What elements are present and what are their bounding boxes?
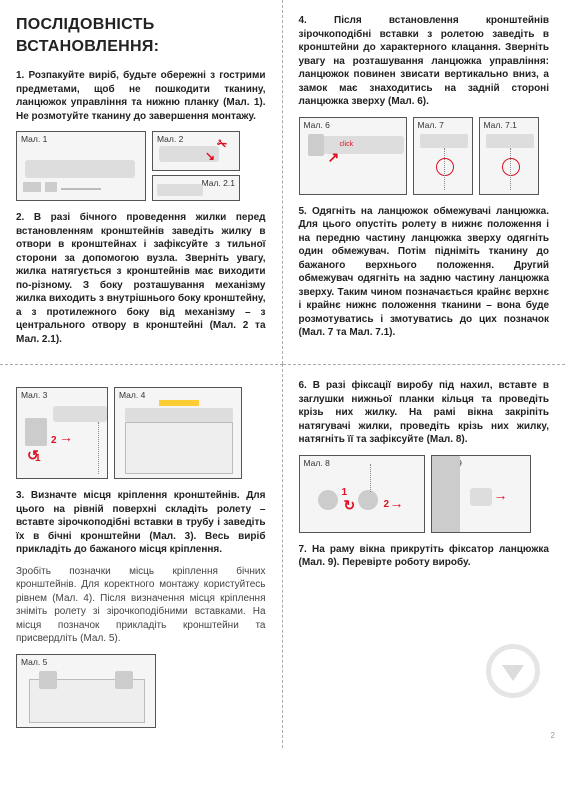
figures-row-6: Мал. 8 1 ↻ 2 → Мал. 9 → — [299, 455, 550, 533]
fig-label-71: Мал. 7.1 — [484, 120, 517, 131]
figure-2: Мал. 2 ✂ ↘ — [152, 131, 240, 171]
step-2-text: 2. В разі бічного проведення жилки перед… — [16, 211, 266, 346]
figures-row-5: Мал. 5 — [16, 654, 266, 728]
step-4-text: 4. Після встановлення кронштейнів зірочк… — [299, 14, 550, 109]
figure-6: Мал. 6 click ↗ — [299, 117, 407, 195]
step-1-text: 1. Розпакуйте виріб, будьте обережні з г… — [16, 69, 266, 123]
figures-row-4: Мал. 6 click ↗ Мал. 7 Мал. 7.1 — [299, 117, 550, 195]
page-title: ПОСЛІДОВНІСТЬ ВСТАНОВЛЕННЯ: — [16, 14, 266, 57]
fig-label-21: Мал. 2.1 — [202, 178, 235, 189]
cell-top-left: ПОСЛІДОВНІСТЬ ВСТАНОВЛЕННЯ: 1. Розпакуйт… — [0, 0, 283, 364]
fig-label-6: Мал. 6 — [304, 120, 330, 131]
figure-4: Мал. 4 — [114, 387, 242, 479]
click-label: click — [340, 140, 354, 149]
figure-9: Мал. 9 → — [431, 455, 531, 533]
instruction-page: ПОСЛІДОВНІСТЬ ВСТАНОВЛЕННЯ: 1. Розпакуйт… — [0, 0, 565, 748]
page-number: 2 — [551, 731, 555, 742]
step-7-text: 7. На раму вікна прикрутіть фіксатор лан… — [299, 543, 550, 570]
figure-3: Мал. 3 2 → 1 ↺ — [16, 387, 108, 479]
figure-1: Мал. 1 — [16, 131, 146, 201]
fig-label-7: Мал. 7 — [418, 120, 444, 131]
cell-top-right: 4. Після встановлення кронштейнів зірочк… — [283, 0, 565, 364]
figure-7-1: Мал. 7.1 — [479, 117, 539, 195]
figures-row-1: Мал. 1 Мал. 2 ✂ ↘ Мал. 2.1 — [16, 131, 266, 201]
fig-label-3: Мал. 3 — [21, 390, 47, 401]
step-3a-text: 3. Визначте місця кріплення кронштейнів.… — [16, 489, 266, 557]
figure-7: Мал. 7 — [413, 117, 473, 195]
fig-label-1: Мал. 1 — [21, 134, 47, 145]
fig-label-2: Мал. 2 — [157, 134, 183, 145]
step-5-text: 5. Одягніть на ланцюжок обмежувачі ланцю… — [299, 205, 550, 340]
step-3b-text: Зробіть позначки місць кріплення бічних … — [16, 565, 266, 646]
fig-label-4: Мал. 4 — [119, 390, 145, 401]
fig-label-8: Мал. 8 — [304, 458, 330, 469]
step-6-text: 6. В разі фіксації виробу під нахил, вст… — [299, 379, 550, 447]
cell-bottom-left: Мал. 3 2 → 1 ↺ Мал. 4 3. Визначте місця … — [0, 364, 283, 748]
figure-8: Мал. 8 1 ↻ 2 → — [299, 455, 425, 533]
figures-row-3: Мал. 3 2 → 1 ↺ Мал. 4 — [16, 387, 266, 479]
figure-5: Мал. 5 — [16, 654, 156, 728]
fig-label-5: Мал. 5 — [21, 657, 47, 668]
watermark-icon — [486, 644, 540, 698]
figure-2-1: Мал. 2.1 — [152, 175, 240, 201]
